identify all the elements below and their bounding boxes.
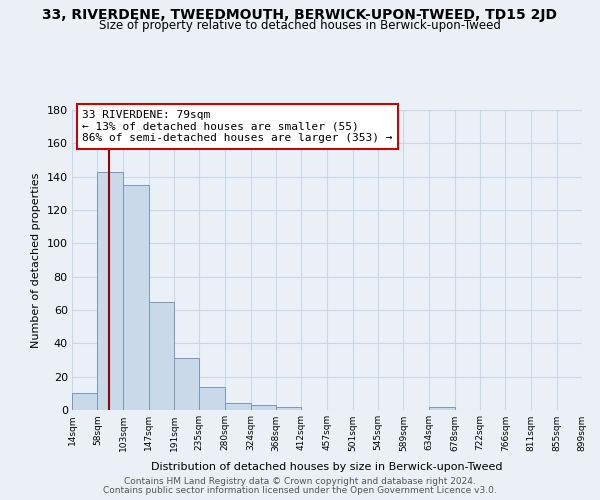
Bar	[225, 404, 251, 410]
Bar	[174, 358, 199, 410]
Bar	[251, 405, 276, 410]
Text: 33, RIVERDENE, TWEEDMOUTH, BERWICK-UPON-TWEED, TD15 2JD: 33, RIVERDENE, TWEEDMOUTH, BERWICK-UPON-…	[43, 8, 557, 22]
Text: 33 RIVERDENE: 79sqm
← 13% of detached houses are smaller (55)
86% of semi-detach: 33 RIVERDENE: 79sqm ← 13% of detached ho…	[82, 110, 392, 143]
Text: Distribution of detached houses by size in Berwick-upon-Tweed: Distribution of detached houses by size …	[151, 462, 503, 472]
Bar	[72, 394, 97, 410]
Text: Size of property relative to detached houses in Berwick-upon-Tweed: Size of property relative to detached ho…	[99, 19, 501, 32]
Bar	[149, 302, 174, 410]
Text: Contains HM Land Registry data © Crown copyright and database right 2024.: Contains HM Land Registry data © Crown c…	[124, 477, 476, 486]
Bar	[199, 386, 225, 410]
Bar	[276, 406, 301, 410]
Text: Contains public sector information licensed under the Open Government Licence v3: Contains public sector information licen…	[103, 486, 497, 495]
Bar	[429, 406, 455, 410]
Y-axis label: Number of detached properties: Number of detached properties	[31, 172, 41, 348]
Bar	[97, 172, 123, 410]
Bar	[123, 185, 149, 410]
